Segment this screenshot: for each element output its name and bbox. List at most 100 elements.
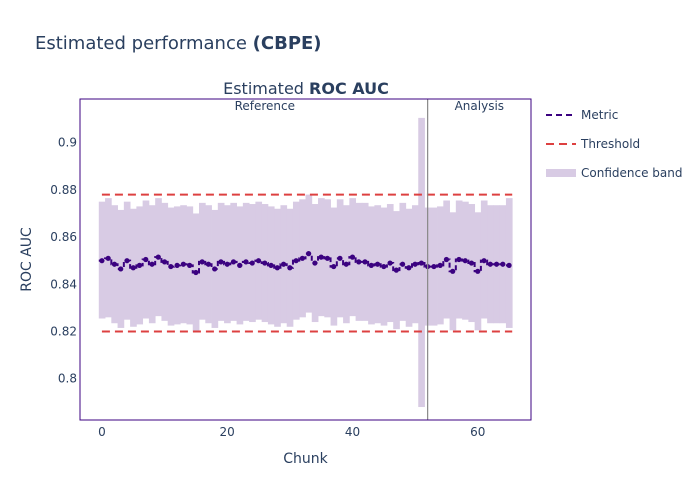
y-axis-label: ROC AUC (19, 227, 35, 292)
plot-area: Reference Analysis (79, 98, 532, 421)
x-tick-label: 60 (470, 425, 485, 439)
metric-point (155, 254, 161, 260)
y-tick-label: 0.86 (50, 230, 77, 244)
metric-point (368, 262, 374, 269)
metric-point (475, 268, 481, 274)
metric-point (450, 268, 456, 274)
metric-point (111, 261, 118, 267)
legend: Metric Threshold Confidence band (546, 108, 682, 180)
metric-point (230, 259, 237, 265)
metric-point (331, 263, 337, 270)
metric-point (306, 250, 312, 257)
metric-point (318, 254, 324, 260)
legend-label: Confidence band (581, 166, 682, 180)
metric-point (443, 256, 450, 263)
y-tick-label: 0.9 (58, 136, 77, 150)
period-label-analysis: Analysis (455, 99, 504, 113)
metric-point (387, 260, 393, 266)
metric-point (337, 255, 343, 261)
metric-step-line (98, 252, 513, 274)
metric-point (506, 262, 512, 269)
x-tick-label: 40 (345, 425, 360, 439)
metric-point (462, 258, 468, 264)
chart-title: Estimated ROC AUC (223, 79, 389, 98)
legend-swatch-band (546, 169, 576, 177)
legend-label: Metric (581, 108, 618, 122)
metric-point (262, 260, 268, 266)
metric-point (130, 265, 136, 271)
x-tick-label: 0 (98, 425, 106, 439)
metric-point (224, 261, 230, 267)
y-tick-label: 0.84 (50, 277, 77, 291)
metric-point (312, 260, 318, 266)
metric-point (406, 265, 412, 271)
metric-point (280, 261, 287, 267)
legend-item-metric: Metric (546, 108, 618, 122)
metric-point (149, 261, 155, 267)
page-title: Estimated performance (CBPE) (35, 33, 322, 54)
metric-point (187, 262, 193, 269)
metric-point (487, 261, 493, 267)
metric-point (437, 262, 443, 269)
x-axis-ticks: 0 20 40 60 (98, 425, 485, 439)
legend-item-band: Confidence band (546, 166, 682, 180)
metric-point (293, 258, 299, 264)
metric-point (299, 255, 305, 261)
y-tick-label: 0.88 (50, 183, 77, 197)
metric-point (168, 263, 174, 270)
page-title-prefix: Estimated performance (35, 33, 253, 54)
metric-point (268, 262, 274, 269)
metric-point (412, 261, 418, 267)
metric-point (255, 258, 262, 264)
period-label-reference: Reference (235, 99, 295, 113)
metric-point (118, 266, 124, 272)
y-axis-ticks: 0.8 0.82 0.84 0.86 0.88 0.9 (50, 136, 77, 386)
chart-title-bold: ROC AUC (309, 79, 389, 98)
metric-point (481, 258, 487, 264)
metric-point (324, 255, 331, 261)
legend-item-threshold: Threshold (546, 137, 640, 151)
x-axis-label: Chunk (283, 451, 328, 467)
metric-point (124, 258, 130, 264)
metric-point (374, 261, 381, 267)
y-tick-label: 0.8 (58, 372, 77, 386)
metric-point (362, 259, 368, 265)
metric-point (143, 256, 149, 263)
metric-point (381, 263, 387, 270)
metric-point (193, 269, 199, 276)
metric-point (393, 267, 399, 273)
chart-title-prefix: Estimated (223, 79, 309, 98)
metric-point (161, 259, 168, 265)
metric-point (468, 260, 475, 266)
metric-point (99, 258, 105, 264)
metric-point (199, 259, 205, 265)
metric-point (249, 260, 255, 266)
metric-point (174, 262, 180, 269)
metric-point (418, 260, 424, 266)
metric-point (136, 262, 143, 269)
metric-point (456, 256, 462, 263)
metric-point (287, 265, 293, 271)
metric-point (356, 259, 362, 265)
metric-point (243, 259, 249, 265)
metric-point (493, 261, 500, 267)
metric-point (349, 254, 356, 260)
metric-point (343, 261, 349, 267)
metric-point (500, 261, 506, 267)
legend-label: Threshold (580, 137, 640, 151)
metric-point (237, 262, 243, 269)
plot-border (79, 98, 532, 421)
metric-point (431, 263, 437, 270)
metric-point (212, 266, 218, 272)
metric-point (274, 265, 280, 271)
metric-point (180, 261, 186, 267)
metric-point (218, 259, 224, 265)
metric-point (205, 261, 212, 267)
metric-point (399, 261, 406, 267)
x-tick-label: 20 (220, 425, 235, 439)
metric-point (105, 255, 111, 261)
page-title-bold: (CBPE) (252, 33, 322, 54)
y-tick-label: 0.82 (50, 324, 77, 338)
